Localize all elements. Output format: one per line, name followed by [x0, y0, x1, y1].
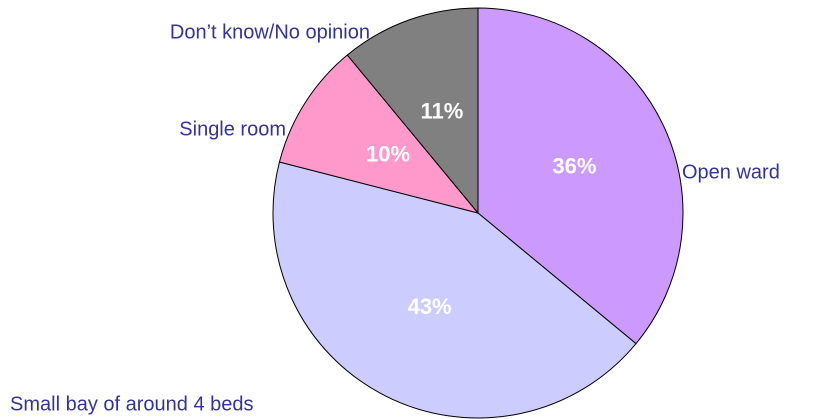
value-label: 11% — [420, 99, 463, 124]
category-label: Single room — [179, 118, 286, 140]
category-label: Open ward — [682, 161, 780, 183]
category-label: Don’t know/No opinion — [170, 21, 370, 43]
category-label: Small bay of around 4 beds — [10, 393, 254, 415]
value-label: 10% — [366, 142, 410, 167]
pie-slice — [278, 54, 480, 214]
pie-slice — [272, 161, 637, 419]
value-label: 43% — [408, 294, 452, 319]
value-label: 36% — [552, 153, 596, 178]
pie-slice — [477, 7, 684, 345]
pie-slice — [346, 7, 479, 215]
